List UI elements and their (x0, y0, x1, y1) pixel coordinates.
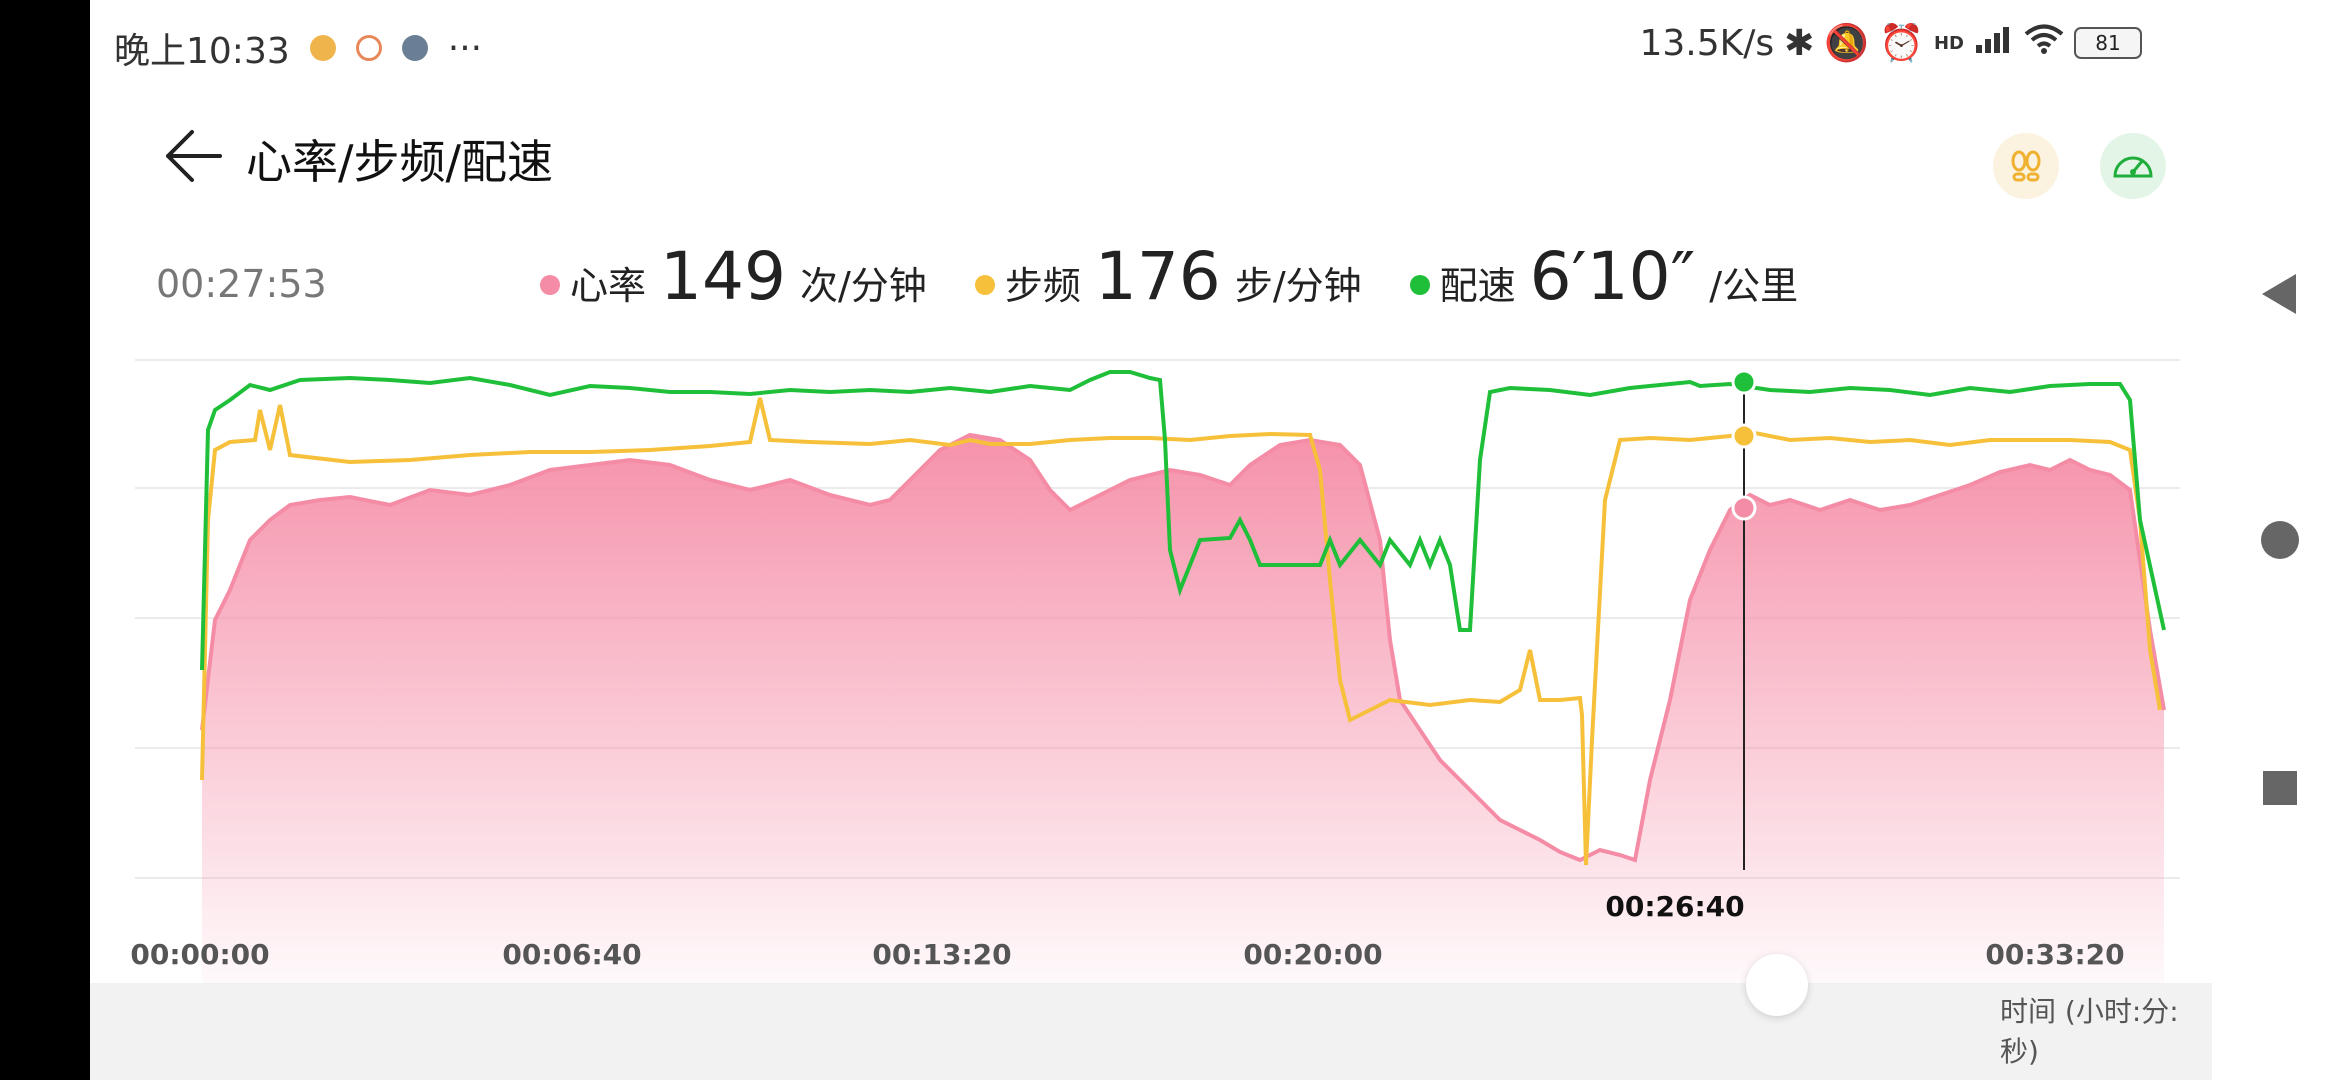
pace-unit: /公里 (1709, 264, 1799, 308)
nav-home-icon[interactable] (2260, 520, 2300, 560)
heart-rate-label: 心率 (570, 264, 647, 308)
heart-rate-unit: 次/分钟 (800, 264, 927, 308)
selected-timestamp: 00:27:53 (156, 262, 327, 306)
heart-rate-line (200, 432, 2166, 863)
speedometer-button[interactable] (2100, 133, 2166, 199)
pace-label: 配速 (1439, 264, 1516, 308)
footprint-button[interactable] (1993, 133, 2059, 199)
back-button[interactable] (160, 126, 226, 186)
cadence-line (200, 397, 2162, 866)
settings-notification-icon (401, 35, 428, 61)
bluetooth-icon: ✱ (1784, 22, 1815, 64)
pace-metric: 配速 6′10″ /公里 (1409, 238, 1799, 315)
heart-rate-metric: 心率 149 次/分钟 (540, 238, 927, 315)
health-notification-icon (355, 35, 382, 61)
speedometer-icon (2113, 156, 2153, 178)
cadence-unit: 步/分钟 (1234, 264, 1362, 308)
signal-icon (1974, 23, 2014, 64)
pace-cursor-point (1731, 369, 1757, 395)
mute-icon: 🔕 (1824, 23, 1870, 64)
workout-chart[interactable] (90, 0, 2212, 983)
status-time: 晚上10:33 (114, 31, 290, 72)
system-nav-bar (2212, 0, 2340, 1080)
app-notification-icon (309, 35, 336, 61)
bottom-panel (90, 983, 2212, 1080)
wifi-icon (2024, 23, 2064, 64)
alarm-icon: ⏰ (1879, 23, 1924, 64)
battery-indicator: 81 (2074, 27, 2142, 59)
hd-label: HD (1933, 32, 1964, 54)
nav-back-icon[interactable] (2260, 272, 2300, 316)
cadence-dot (974, 275, 995, 295)
cadence-cursor-point (1731, 423, 1757, 449)
x-tick: 00:33:20 (1985, 938, 2125, 971)
heart-rate-area (202, 435, 2164, 983)
network-speed: 13.5K/s (1639, 22, 1775, 64)
more-notifications-icon: ··· (447, 27, 483, 69)
x-tick: 00:20:00 (1243, 938, 1383, 971)
pace-dot (1409, 275, 1430, 295)
page-title: 心率/步频/配速 (246, 135, 553, 189)
heart-rate-dot (540, 275, 560, 295)
metrics-summary: 心率 149 次/分钟 步频 176 步/分钟 配速 6′10″ /公里 (540, 238, 1846, 315)
nav-recents-icon[interactable] (2262, 770, 2298, 806)
heart-rate-cursor-point (1731, 495, 1757, 521)
heart-rate-value: 149 (660, 238, 786, 315)
app-screen: 晚上10:33 ··· 13.5K/s ✱ 🔕 ⏰ HD 81 心率/步频/配速 (90, 0, 2212, 1080)
x-tick: 00:13:20 (872, 938, 1012, 971)
x-tick: 00:06:40 (502, 938, 642, 971)
x-tick: 00:00:00 (130, 938, 270, 971)
cursor-time-label: 00:26:40 (1605, 890, 1745, 923)
footprint-icon (2011, 150, 2041, 182)
pace-value: 6′10″ (1529, 238, 1696, 315)
cadence-label: 步频 (1004, 264, 1081, 308)
status-bar: 晚上10:33 ··· 13.5K/s ✱ 🔕 ⏰ HD 81 (90, 0, 2212, 90)
cadence-value: 176 (1094, 238, 1221, 315)
time-scrubber-handle[interactable] (1746, 954, 1808, 1016)
cadence-metric: 步频 176 步/分钟 (974, 238, 1362, 315)
x-axis-unit-label: 时间 (小时:分:秒) (2000, 995, 2179, 1068)
